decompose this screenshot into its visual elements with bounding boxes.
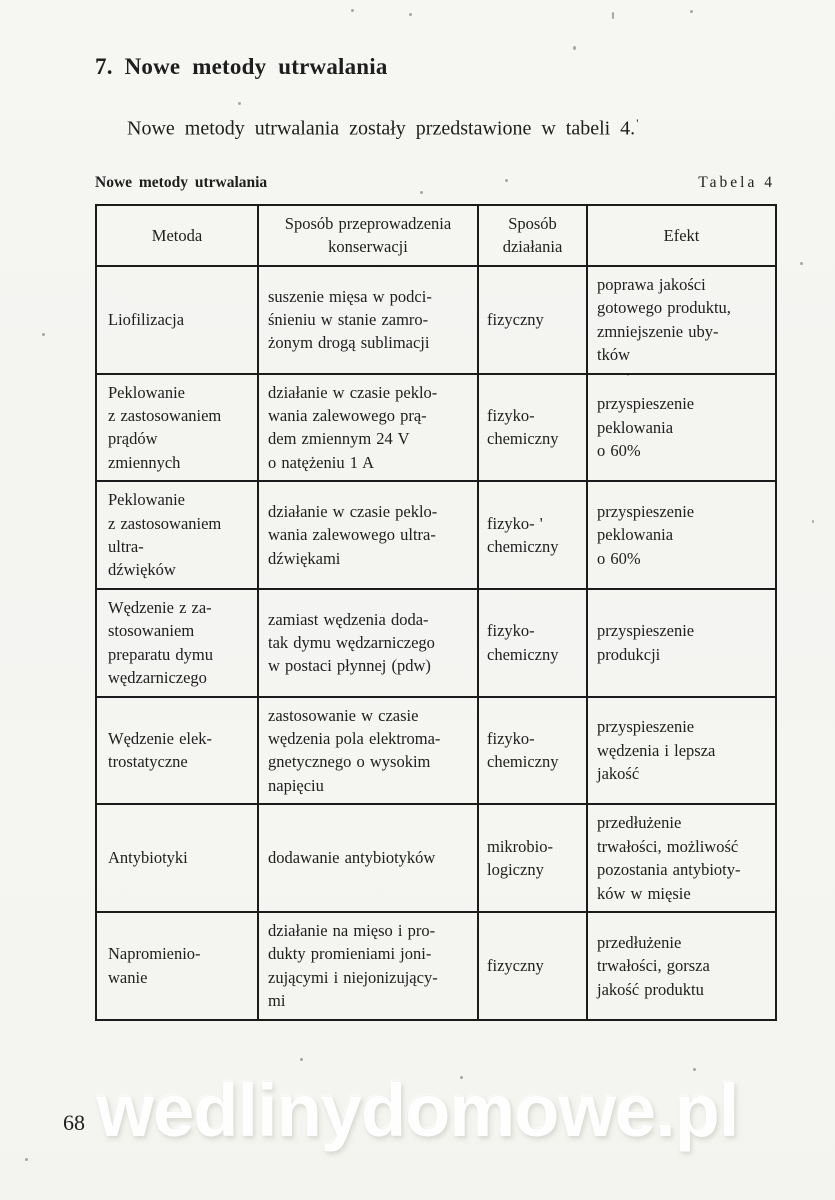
table-row: Wędzenie z za- stosowaniem preparatu dym… — [95, 587, 777, 698]
table-row: Napromienio- wanie działanie na mięso i … — [95, 910, 777, 1021]
table-row: Peklowanie z zastosowaniem ultra- dźwięk… — [95, 480, 777, 590]
table-caption: Nowe metody utrwalania — [95, 174, 268, 191]
cell-efekt: przyspieszenie peklowania o 60% — [586, 480, 777, 590]
print-artifact-apostrophe: ' — [636, 116, 639, 130]
cell-metoda: Liofilizacja — [95, 264, 259, 375]
cell-sposob-przeprowadzenia: działanie na mięso i pro- dukty promieni… — [257, 910, 479, 1021]
cell-efekt: przyspieszenie wędzenia i lepsza jakość — [586, 695, 777, 806]
cell-efekt: przyspieszenie produkcji — [586, 587, 777, 698]
table-row: Peklowanie z zastosowaniem prądów zmienn… — [95, 372, 777, 483]
cell-sposob-dzialania: fizyko- chemiczny — [477, 587, 588, 698]
cell-sposob-dzialania: fizyko- chemiczny — [477, 695, 588, 806]
cell-efekt: przedłużenie trwałości, gorsza jakość pr… — [586, 910, 777, 1021]
scan-speck — [409, 13, 412, 16]
cell-metoda: Wędzenie z za- stosowaniem preparatu dym… — [95, 587, 259, 698]
scan-speck — [460, 1076, 463, 1079]
cell-sposob-dzialania: fizyko- chemiczny — [477, 372, 588, 483]
table-row: Wędzenie elek- trostatyczne zastosowanie… — [95, 695, 777, 806]
scan-speck — [800, 262, 803, 265]
table-row: Antybiotyki dodawanie antybiotyków mikro… — [95, 803, 777, 913]
cell-efekt: poprawa jakości gotowego produktu, zmnie… — [586, 264, 777, 375]
cell-sposob-przeprowadzenia: suszenie mięsa w podci- śnieniu w stanie… — [257, 264, 479, 375]
site-watermark: wedlinydomowe.pl — [96, 1069, 740, 1152]
cell-sposob-przeprowadzenia: działanie w czasie peklo- wania zalewowe… — [257, 480, 479, 590]
chapter-heading: 7. Nowe metody utrwalania — [95, 54, 388, 79]
cell-metoda: Peklowanie z zastosowaniem ultra- dźwięk… — [95, 480, 259, 590]
cell-metoda: Peklowanie z zastosowaniem prądów zmienn… — [95, 372, 259, 483]
cell-sposob-przeprowadzenia: działanie w czasie peklo- wania zalewowe… — [257, 372, 479, 483]
scan-speck — [573, 46, 576, 50]
scan-speck — [505, 179, 508, 182]
column-header-sposob-dzialania: Sposób działania — [477, 204, 588, 267]
cell-sposob-przeprowadzenia: dodawanie antybiotyków — [257, 803, 479, 913]
column-header-sposob-przeprowadzenia: Sposób przeprowadzenia konserwacji — [257, 204, 479, 267]
scan-speck — [351, 9, 354, 12]
scan-speck — [42, 333, 45, 336]
table-header-row: Metoda Sposób przeprowadzenia konserwacj… — [95, 204, 777, 267]
scan-speck — [612, 12, 614, 19]
scan-speck — [300, 1058, 303, 1061]
cell-sposob-dzialania: fizyczny — [477, 264, 588, 375]
cell-efekt: przyspieszenie peklowania o 60% — [586, 372, 777, 483]
cell-sposob-przeprowadzenia: zastosowanie w czasie wędzenia pola elek… — [257, 695, 479, 806]
scan-speck — [693, 1068, 696, 1071]
intro-paragraph: Nowe metody utrwalania zostały przedstaw… — [127, 116, 638, 141]
column-header-efekt: Efekt — [586, 204, 777, 267]
page-number: 68 — [63, 1110, 85, 1135]
cell-efekt: przedłużenie trwałości, możliwość pozost… — [586, 803, 777, 913]
intro-text: Nowe metody utrwalania zostały przedstaw… — [127, 117, 636, 140]
scan-speck — [812, 520, 814, 523]
cell-sposob-przeprowadzenia: zamiast wędzenia doda- tak dymu wędzarni… — [257, 587, 479, 698]
scan-speck — [25, 1158, 28, 1161]
column-header-metoda: Metoda — [95, 204, 259, 267]
table-row: Liofilizacja suszenie mięsa w podci- śni… — [95, 264, 777, 375]
cell-sposob-dzialania: fizyko- ' chemiczny — [477, 480, 588, 590]
cell-metoda: Antybiotyki — [95, 803, 259, 913]
cell-sposob-dzialania: mikrobio- logiczny — [477, 803, 588, 913]
scan-speck — [420, 191, 423, 194]
preservation-methods-table: Metoda Sposób przeprowadzenia konserwacj… — [95, 204, 777, 1021]
cell-metoda: Wędzenie elek- trostatyczne — [95, 695, 259, 806]
table-caption-row: Nowe metody utrwalania Tabela 4 — [95, 174, 775, 192]
scan-speck — [238, 102, 241, 105]
cell-metoda: Napromienio- wanie — [95, 910, 259, 1021]
table-number: Tabela 4 — [698, 174, 775, 191]
cell-sposob-dzialania: fizyczny — [477, 910, 588, 1021]
scan-speck — [690, 10, 693, 13]
